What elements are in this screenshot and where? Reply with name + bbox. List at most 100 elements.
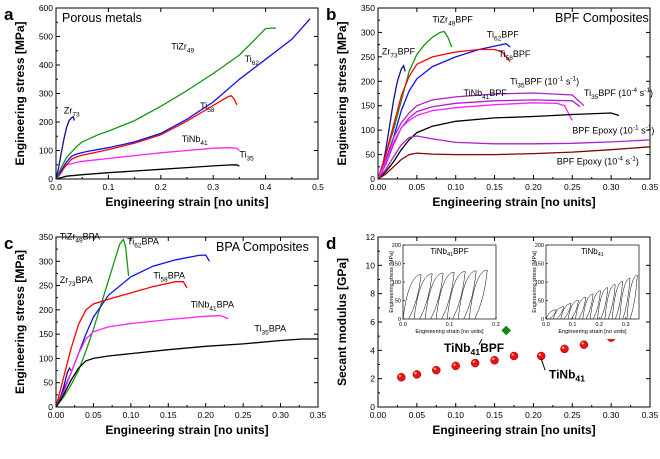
x-tick-label: 0.30 [272, 410, 289, 420]
series-line-ti58 [56, 95, 238, 179]
inset-cycle-curve [619, 278, 631, 320]
sphere-highlight [414, 371, 417, 375]
x-tick-label: 0.3 [207, 182, 219, 192]
series-label: TiZr49BPF [432, 15, 473, 28]
sphere-marker [432, 365, 441, 375]
x-tick-label: 0.35 [642, 410, 659, 420]
series-line-black-curve [378, 112, 620, 179]
y-tick-label: 350 [361, 3, 375, 13]
x-tick-label: 0.25 [564, 410, 581, 420]
y-tick-label: 150 [361, 101, 375, 111]
inset-cycle-curve [567, 300, 579, 320]
inset-x-tick-label: 0.2 [595, 322, 603, 328]
leader-line-tinb [540, 358, 546, 371]
inset-background [531, 243, 642, 339]
inset-y-tick-label: 100 [392, 280, 401, 286]
panel-letter: c [4, 234, 13, 253]
x-axis-label: Engineering strain [no units] [432, 195, 595, 209]
series-label: TiNb41 [182, 134, 208, 147]
sphere-marker [509, 351, 519, 361]
inset-y-tick-label: 50 [395, 299, 401, 305]
plot-area [56, 238, 318, 407]
y-axis-label: Engineering stress [MPa] [335, 21, 349, 165]
series-line-tinb41bpf [378, 102, 573, 179]
x-tick-label: 0.20 [525, 182, 542, 192]
y-tick-label: 150 [39, 329, 53, 339]
series-label: Ti58BPF [498, 49, 530, 62]
series-line-ti58bpf [378, 48, 511, 179]
inset-y-tick-label: 200 [535, 243, 544, 249]
sphere-highlight [472, 360, 476, 363]
series-line-bpf-epoxy-10-1-s-1 [378, 135, 650, 179]
inset-x-tick-label: 0.0 [399, 322, 407, 328]
y-tick-label: 300 [39, 89, 53, 99]
series-line-tinb41bpa [56, 315, 229, 407]
x-tick-label: 0.25 [564, 182, 581, 192]
x-tick-label: 0.35 [310, 410, 327, 420]
inset-1: 0.0 0.1 0.2 0 50 100 150 200 Engineering strain … [388, 243, 500, 339]
series-label: Ti62 [245, 54, 260, 67]
series-line-ti35 [56, 164, 240, 179]
inset-y-tick-label: 0 [398, 317, 401, 323]
inset-cycle-curve [545, 309, 557, 320]
series-label: Ti62BPA [127, 236, 159, 249]
x-tick-label: 0.05 [409, 182, 426, 192]
series-label: Zr73BPA [60, 275, 93, 288]
y-tick-label: 6 [370, 317, 375, 327]
series-line-ti35bpf-10-1-s-1 [378, 92, 585, 179]
sphere-marker [470, 358, 480, 368]
y-tick-label: 0 [370, 174, 375, 184]
y-tick-label: 200 [39, 305, 53, 315]
x-axis-label: Engineering strain [no units] [432, 423, 595, 437]
x-tick-label: 0.0 [50, 182, 62, 192]
sphere-marker [451, 361, 460, 371]
inset-cycle-curve [589, 290, 601, 320]
y-tick-label: 2 [370, 374, 375, 384]
y-tick-label: 200 [361, 76, 375, 86]
panel-d: 0.00 0.05 0.10 0.15 0.20 0.25 0.30 0.3502468101… [326, 232, 659, 437]
sphere-marker [536, 351, 546, 361]
sphere-highlight [581, 342, 584, 345]
x-tick-label: 0.20 [197, 410, 214, 420]
panel-letter: b [326, 5, 336, 24]
series-line-zr73 [56, 115, 75, 179]
panel-a: 0.0 0.1 0.2 0.3 0.4 0.5 0 100 200 300 400 500 600 Eng… [4, 3, 324, 209]
inset-x-tick-label: 0.1 [446, 322, 454, 328]
panel-title: Porous metals [62, 11, 142, 25]
y-tick-label: 0 [48, 402, 53, 412]
plot-area [56, 18, 311, 179]
y-tick-label: 300 [361, 27, 375, 37]
inset-cycle-curve [402, 274, 422, 320]
sphere-highlight [453, 363, 456, 366]
series-label: BPF Epoxy (10-1 s-1) [572, 125, 654, 136]
series-label: Ti62BPF [487, 29, 519, 42]
series-label: Ti35 [239, 150, 254, 163]
y-tick-label: 350 [39, 232, 53, 242]
series-label: TiZr49BPA [60, 231, 100, 244]
x-tick-label: 0.30 [603, 182, 620, 192]
sphere-highlight [511, 353, 514, 356]
series-label: TiZr49 [171, 41, 194, 54]
inset-title: TiNb41BPF [430, 247, 468, 258]
y-axis-label: Engineering stress [MPa] [13, 250, 27, 394]
x-tick-label: 0.20 [525, 410, 542, 420]
y-tick-label: 400 [39, 60, 53, 70]
series-line-ti62 [56, 18, 311, 179]
series-line-ti35bpa [56, 338, 318, 407]
panel-title: BPA Composites [216, 240, 309, 254]
y-tick-label: 10 [366, 260, 376, 270]
sphere-highlight [492, 357, 495, 361]
x-axis-label: Engineering strain [no units] [105, 423, 268, 437]
diamond-marker [501, 325, 512, 336]
inset-cycle-curve [413, 273, 433, 320]
panel-letter: d [326, 234, 336, 253]
x-tick-label: 0.15 [486, 182, 503, 192]
series-line-ti58bpa [56, 281, 188, 407]
series-label: TiNb41BPF [463, 88, 507, 101]
x-tick-label: 0.15 [160, 410, 177, 420]
inset-cycle-curve [457, 270, 477, 320]
panel-letter: a [4, 5, 14, 24]
inset-title: TiNb41 [581, 247, 604, 258]
inset-cycle-curve [575, 296, 587, 320]
